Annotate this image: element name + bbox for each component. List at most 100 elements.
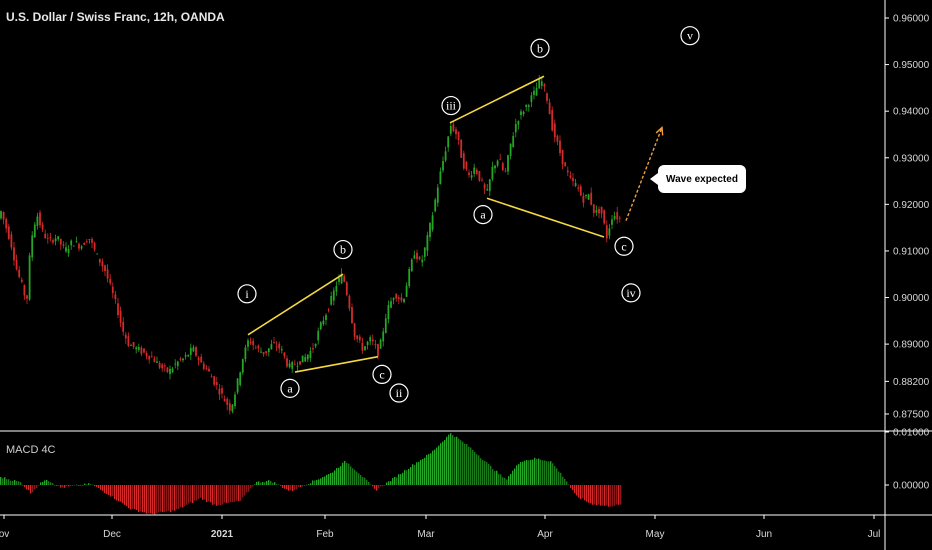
candle-body (57, 236, 60, 240)
candle-body (444, 151, 447, 161)
macd-bar (146, 485, 148, 514)
candle-body (83, 243, 86, 245)
candle-body (548, 102, 551, 115)
candle-body (210, 376, 213, 378)
candle-body (566, 170, 569, 173)
macd-bar (156, 485, 158, 514)
macd-bar (200, 485, 202, 498)
macd-bar (366, 479, 368, 485)
macd-bar (324, 476, 326, 485)
macd-bar (388, 481, 390, 485)
macd-bar (498, 473, 500, 485)
macd-bar (102, 485, 104, 491)
elliott-trendline (247, 273, 344, 336)
candle-body (26, 295, 28, 299)
candle-body (54, 238, 57, 242)
candle-body (442, 160, 444, 171)
candle-body (416, 252, 418, 260)
macd-bar (426, 454, 428, 485)
macd-bar (246, 485, 248, 493)
macd-bar (290, 485, 292, 491)
macd-bar (374, 485, 376, 489)
wave-label-text: i (245, 287, 249, 301)
macd-bar (478, 455, 480, 485)
macd-bar (54, 484, 56, 486)
macd-bar (250, 485, 252, 489)
candle-body (174, 363, 177, 365)
projection-arrow (625, 127, 663, 221)
macd-bar (596, 485, 598, 506)
candle-body (618, 217, 621, 219)
candle-body (31, 235, 34, 258)
macd-bar (384, 485, 386, 486)
candle-body (616, 212, 619, 220)
macd-bar (260, 482, 262, 485)
macd-bar (462, 441, 464, 485)
macd-bar (292, 485, 294, 492)
candle-body (75, 241, 78, 243)
candle-body (52, 240, 54, 243)
time-tick-label: Mar (417, 529, 435, 540)
candle-body (514, 124, 517, 133)
macd-bar (428, 454, 430, 485)
macd-bar (358, 473, 360, 485)
candle-body (322, 320, 325, 324)
candle-body (91, 238, 93, 243)
candle-body (148, 355, 151, 360)
macd-bar (316, 479, 318, 485)
macd-bar (458, 438, 460, 485)
candle-body (236, 378, 239, 393)
macd-bar (438, 445, 440, 485)
candle-body (2, 211, 5, 220)
wave-label-circle (389, 383, 409, 403)
candle-body (293, 364, 296, 366)
macd-bar (128, 485, 130, 509)
candle-body (392, 297, 395, 300)
macd-bar (138, 485, 140, 513)
macd-bar (524, 460, 526, 485)
candle-body (377, 344, 379, 356)
macd-bar (346, 462, 348, 485)
macd-bar (268, 480, 270, 485)
macd-bar (552, 463, 554, 485)
candle-body (228, 403, 231, 411)
macd-bar (406, 470, 408, 485)
macd-bar (78, 485, 80, 486)
macd-bar (282, 485, 284, 488)
candle-body (585, 194, 587, 197)
macd-bar (504, 477, 506, 485)
macd-bar (546, 461, 548, 485)
macd-bar (104, 485, 106, 494)
candle-body (184, 355, 187, 357)
wave-label-circle (530, 38, 550, 58)
macd-bar (12, 480, 14, 485)
candle-body (150, 356, 153, 358)
macd-bar (356, 471, 358, 485)
macd-bar (448, 434, 450, 485)
candle-body (325, 315, 327, 321)
candle-body (379, 339, 382, 349)
macd-bar (520, 462, 522, 485)
candle-body (553, 123, 556, 138)
macd-bar (518, 464, 520, 485)
macd-bar (308, 484, 310, 485)
macd-bar (182, 485, 184, 508)
macd-indicator-title: MACD 4C (6, 444, 56, 456)
macd-bar (276, 484, 278, 485)
macd-bar (294, 485, 296, 491)
candle-body (410, 259, 413, 272)
macd-bar (18, 481, 20, 485)
macd-bar (320, 478, 322, 485)
macd-bar (568, 484, 570, 486)
candle-body (572, 178, 574, 182)
macd-bar (564, 478, 566, 485)
candle-body (468, 172, 470, 176)
macd-bar (500, 474, 502, 485)
macd-bar (302, 485, 304, 487)
candle-body (49, 237, 52, 238)
elliott-trendline (294, 355, 379, 373)
candle-body (275, 346, 278, 348)
macd-bar (164, 485, 166, 513)
candle-body (426, 235, 429, 251)
